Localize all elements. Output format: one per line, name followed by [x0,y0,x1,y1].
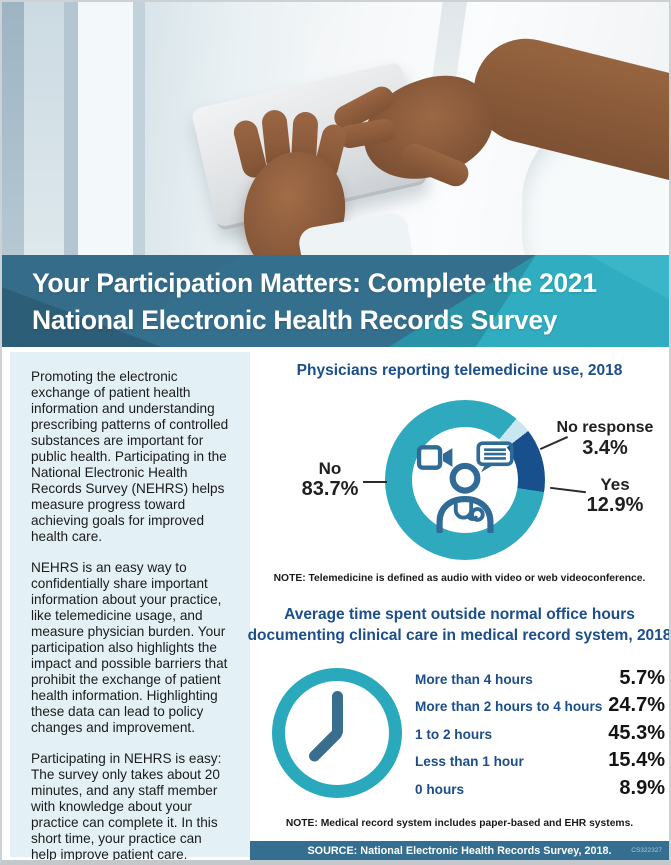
callout-line-no [363,481,387,484]
time-chart-title-line2: documenting clinical care in medical rec… [247,626,671,644]
donut-label-yes-value: 12.9% [586,494,644,516]
video-camera-icon [416,445,453,470]
doctor-icon [436,462,494,533]
time-row-value: 45.3% [608,721,665,744]
sidebar-paragraph: Promoting the electronic exchange of pat… [31,369,229,544]
source-bar: SOURCE: National Electronic Health Recor… [250,841,669,860]
sidebar-panel: Promoting the electronic exchange of pat… [10,352,250,860]
donut-label-no-response: No response 3.4% [547,418,663,459]
donut-label-yes: Yes 12.9% [574,475,656,516]
clock-icon [272,668,402,798]
table-row: 1 to 2 hours 45.3% [415,722,665,749]
time-row-label: More than 2 hours to 4 hours [415,699,603,715]
clock-hour-hand [306,726,344,764]
sidebar-paragraph: Participating in NEHRS is easy: The surv… [31,751,222,862]
table-row: Less than 1 hour 15.4% [415,749,665,776]
donut-label-no: No 83.7% [290,459,370,500]
time-row-label: 0 hours [415,781,465,797]
time-row-label: 1 to 2 hours [415,726,493,742]
time-chart-title-line1: Average time spent outside normal office… [284,606,635,623]
table-row: More than 2 hours to 4 hours 24.7% [415,694,665,721]
page-title-line2: National Electronic Health Records Surve… [32,305,558,335]
telemedicine-donut-chart [385,400,545,560]
telemedicine-note: NOTE: Telemedicine is defined as audio w… [273,573,646,584]
time-note: NOTE: Medical record system includes pap… [285,818,634,829]
time-row-value: 15.4% [608,749,665,772]
chat-bubble-icon [476,441,514,473]
window-frame [64,2,78,255]
clock-minute-hand [331,691,343,737]
donut-label-no-name: No [318,459,342,478]
window-frame [2,2,24,255]
window-light [78,2,133,255]
donut-label-no-response-value: 3.4% [582,437,628,459]
time-table: More than 4 hours 5.7% More than 2 hours… [415,667,665,804]
donut-label-no-value: 83.7% [301,478,359,500]
page-title-line1: Your Participation Matters: Complete the… [32,268,597,298]
title-banner: Your Participation Matters: Complete the… [2,255,669,347]
window-frame [133,2,145,255]
table-row: 0 hours 8.9% [415,777,665,804]
source-text: SOURCE: National Electronic Health Recor… [307,844,612,857]
time-row-label: Less than 1 hour [415,754,524,770]
document-code: CS322327 [631,847,662,854]
telemedicine-chart-title: Physicians reporting telemedicine use, 2… [296,362,623,379]
window-frame [24,2,64,255]
donut-label-yes-name: Yes [600,475,630,494]
page-title: Your Participation Matters: Complete the… [32,265,597,339]
table-row: More than 4 hours 5.7% [415,667,665,694]
hero-photo [2,2,669,255]
time-row-value: 24.7% [608,694,665,717]
time-row-value: 5.7% [619,667,665,689]
time-chart-title: Average time spent outside normal office… [246,605,671,646]
time-row-value: 8.9% [619,776,665,799]
donut-label-no-response-name: No response [556,419,654,436]
time-row-label: More than 4 hours [415,672,533,687]
sidebar-paragraph: NEHRS is an easy way to confidentially s… [31,560,228,735]
